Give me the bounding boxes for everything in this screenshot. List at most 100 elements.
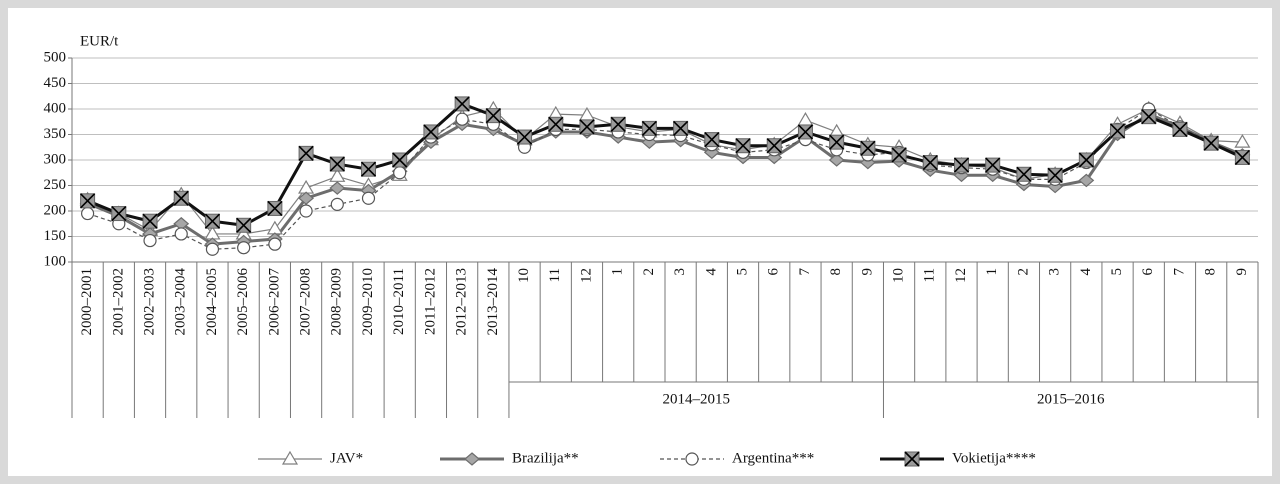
marker (143, 233, 157, 248)
marker-cross (454, 96, 470, 112)
x-tick-label: 2007–2008 (298, 268, 314, 336)
x-tick-label: 2001–2002 (110, 268, 126, 336)
x-tick-label: 3 (1047, 268, 1063, 276)
marker-cross (953, 157, 970, 173)
marker-cross (516, 129, 533, 145)
x-tick-label: 2006–2007 (266, 268, 282, 336)
marker (360, 161, 377, 177)
x-tick-label: 4 (703, 268, 719, 276)
y-tick-label: 100 (44, 253, 67, 269)
marker-cross (236, 217, 252, 233)
marker (174, 227, 188, 241)
marker (1078, 173, 1095, 188)
marker (860, 140, 876, 156)
marker-cross (423, 124, 439, 140)
y-tick-label: 400 (44, 100, 67, 116)
marker-cross (891, 147, 907, 163)
marker-cross (111, 205, 127, 222)
x-tick-label: 8 (1203, 268, 1219, 276)
marker (267, 200, 283, 217)
marker-cross (985, 157, 1001, 173)
marker (281, 450, 299, 465)
y-tick-label: 200 (44, 202, 67, 218)
marker (516, 129, 533, 145)
marker (361, 191, 376, 205)
marker-shape (143, 233, 157, 248)
marker-shape (1234, 133, 1251, 148)
marker-cross (392, 152, 408, 168)
y-tick-label: 150 (44, 228, 67, 244)
marker (579, 119, 595, 135)
marker-cross (673, 120, 689, 136)
x-tick-label: 2 (1015, 268, 1031, 276)
marker (685, 452, 699, 466)
marker-cross (1172, 121, 1188, 137)
x-tick-label: 2004–2005 (204, 268, 220, 336)
x-tick-label: 11 (922, 268, 938, 282)
marker (205, 242, 220, 256)
marker (298, 191, 315, 206)
marker (673, 120, 689, 136)
marker (891, 147, 907, 163)
y-tick-label: 450 (44, 75, 67, 91)
legend-label: JAV* (330, 450, 363, 466)
marker (111, 205, 127, 222)
marker-shape (685, 452, 699, 466)
marker (204, 213, 221, 229)
marker (393, 166, 407, 180)
x-tick-label: 5 (734, 268, 750, 276)
marker (236, 217, 252, 233)
marker (1078, 152, 1094, 168)
marker-cross (485, 108, 501, 124)
marker-cross (204, 213, 221, 229)
marker-cross (1234, 149, 1250, 166)
x-tick-label: 2 (641, 268, 657, 276)
marker (610, 116, 626, 132)
x-tick-label: 10 (516, 268, 532, 283)
marker-cross (610, 116, 626, 132)
marker-shape (393, 166, 407, 180)
x-tick-label: 6 (766, 268, 782, 276)
marker-cross (298, 145, 314, 161)
marker-shape (329, 181, 346, 195)
x-tick-label: 8 (828, 268, 844, 276)
marker-shape (174, 227, 188, 241)
marker (299, 204, 313, 218)
marker (392, 152, 408, 168)
marker (330, 197, 344, 211)
marker (904, 451, 920, 467)
marker-shape (361, 191, 376, 205)
x-tick-label: 3 (672, 268, 688, 276)
x-tick-label: 5 (1109, 268, 1125, 276)
marker (953, 157, 970, 173)
marker-shape (455, 112, 469, 126)
marker (1172, 121, 1188, 137)
x-tick-label: 1 (610, 268, 626, 276)
x-tick-label: 12 (578, 268, 594, 283)
marker-cross (329, 156, 345, 172)
marker (81, 206, 95, 221)
marker (829, 134, 845, 150)
marker (766, 138, 782, 154)
marker (423, 124, 439, 140)
marker-cross (704, 132, 720, 148)
y-tick-label: 500 (44, 49, 67, 65)
marker-cross (579, 119, 595, 135)
x-tick-label: 2010–2011 (391, 268, 407, 335)
marker (548, 116, 564, 132)
x-tick-label: 2003–2004 (173, 268, 189, 336)
legend-label: Argentina*** (732, 450, 814, 466)
marker-cross (735, 138, 751, 154)
marker (735, 138, 751, 154)
marker (1016, 166, 1032, 182)
x-tick-label: 2011–2012 (422, 268, 438, 335)
marker (454, 96, 470, 112)
marker-cross (548, 116, 564, 132)
marker (797, 124, 814, 140)
x-tick-label: 10 (891, 268, 907, 283)
group-label: 2014–2015 (662, 391, 730, 407)
marker (485, 108, 501, 124)
x-tick-label: 11 (547, 268, 563, 282)
marker (985, 157, 1001, 173)
